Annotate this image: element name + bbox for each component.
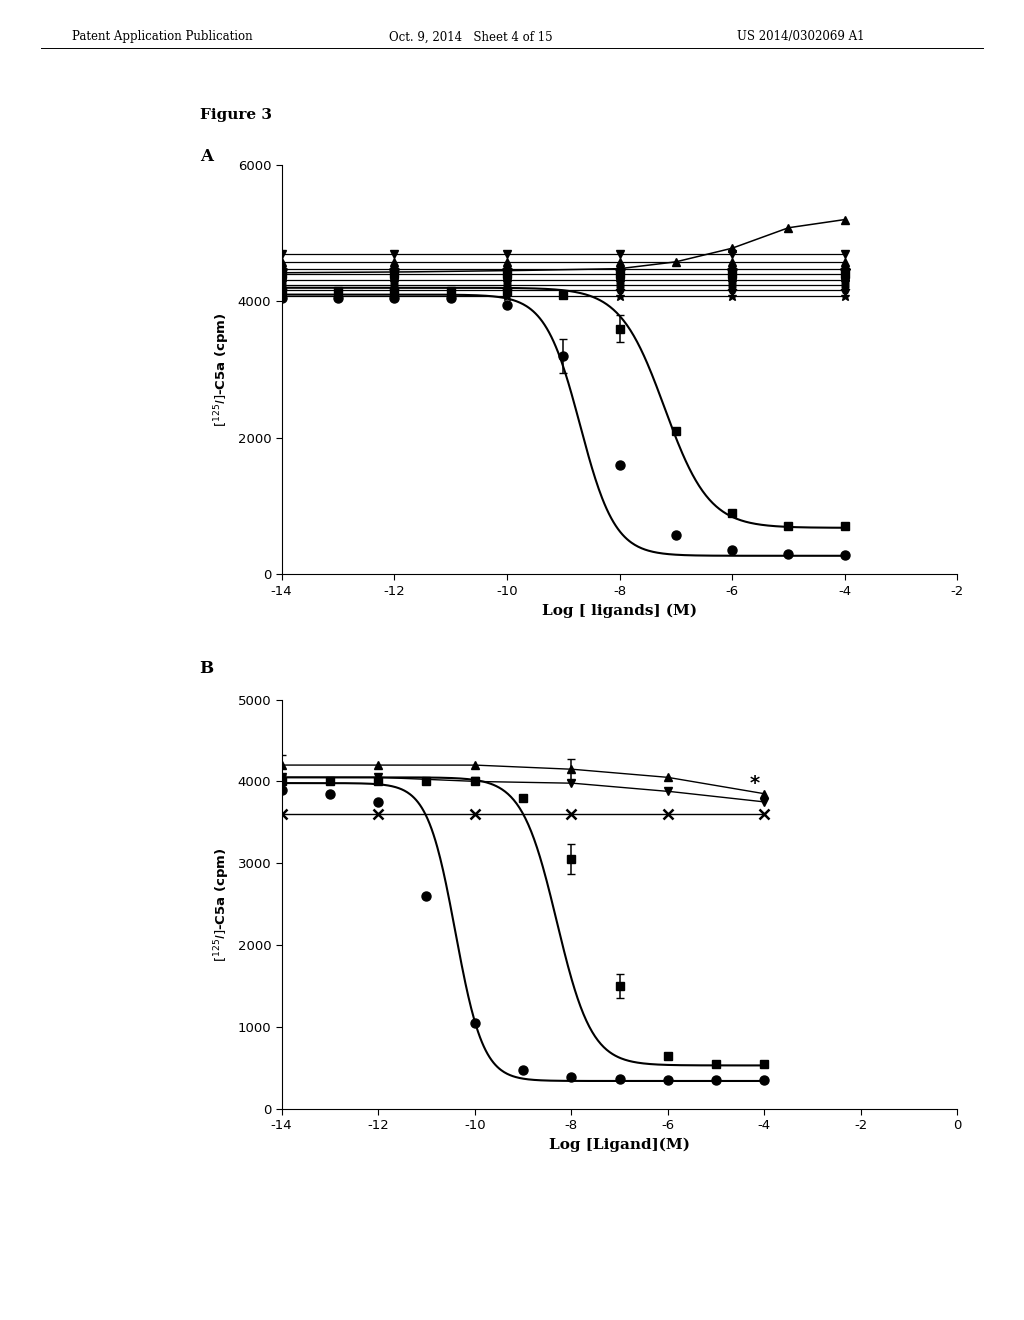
Text: Figure 3: Figure 3 bbox=[200, 108, 271, 123]
Text: *: * bbox=[750, 774, 760, 792]
Y-axis label: $[^{125}I]$-C5a (cpm): $[^{125}I]$-C5a (cpm) bbox=[212, 847, 232, 961]
X-axis label: Log [Ligand](M): Log [Ligand](M) bbox=[549, 1138, 690, 1152]
Y-axis label: $[^{125}I]$-C5a (cpm): $[^{125}I]$-C5a (cpm) bbox=[212, 313, 232, 426]
Text: Oct. 9, 2014   Sheet 4 of 15: Oct. 9, 2014 Sheet 4 of 15 bbox=[389, 30, 553, 44]
X-axis label: Log [ ligands] (M): Log [ ligands] (M) bbox=[542, 603, 697, 618]
Text: Patent Application Publication: Patent Application Publication bbox=[72, 30, 252, 44]
Text: US 2014/0302069 A1: US 2014/0302069 A1 bbox=[737, 30, 865, 44]
Text: B: B bbox=[200, 660, 214, 677]
Text: A: A bbox=[200, 148, 213, 165]
